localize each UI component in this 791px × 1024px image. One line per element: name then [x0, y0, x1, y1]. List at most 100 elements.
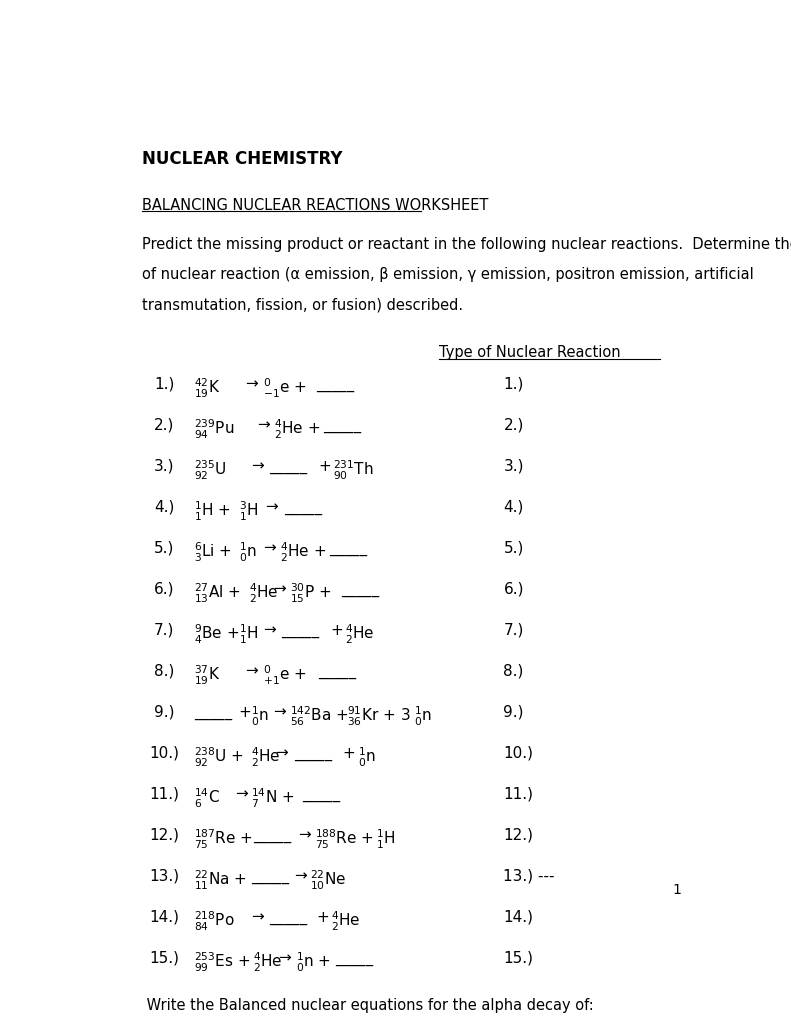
- Text: _____: _____: [329, 541, 367, 556]
- Text: 3 $^{1}_{0}$n: 3 $^{1}_{0}$n: [400, 705, 433, 728]
- Text: NUCLEAR CHEMISTRY: NUCLEAR CHEMISTRY: [142, 151, 343, 169]
- Text: _____: _____: [253, 827, 291, 843]
- Text: $^{188}_{75}$Re +: $^{188}_{75}$Re +: [315, 827, 373, 851]
- Text: $^{238}_{92}$U +: $^{238}_{92}$U +: [194, 745, 244, 769]
- Text: +: +: [343, 745, 356, 761]
- Text: +: +: [331, 623, 343, 638]
- Text: $^{253}_{99}$Es +: $^{253}_{99}$Es +: [194, 950, 251, 974]
- Text: $^{3}_{1}$H: $^{3}_{1}$H: [239, 500, 258, 523]
- Text: +: +: [318, 459, 331, 474]
- Text: 13.): 13.): [149, 868, 180, 884]
- Text: $^{4}_{2}$He +: $^{4}_{2}$He +: [280, 541, 326, 564]
- Text: 15.): 15.): [504, 950, 533, 966]
- Text: $^{218}_{84}$Po: $^{218}_{84}$Po: [194, 909, 235, 933]
- Text: 15.): 15.): [149, 950, 179, 966]
- Text: _____: _____: [323, 418, 361, 433]
- Text: 2.): 2.): [154, 418, 175, 433]
- Text: $^{37}_{19}$K: $^{37}_{19}$K: [194, 664, 221, 687]
- Text: Type of Nuclear Reaction: Type of Nuclear Reaction: [439, 345, 621, 360]
- Text: 11.): 11.): [149, 786, 179, 802]
- Text: $^{1}_{1}$H +: $^{1}_{1}$H +: [194, 500, 231, 523]
- Text: 3.): 3.): [154, 459, 175, 474]
- Text: +: +: [239, 705, 252, 720]
- Text: transmutation, fission, or fusion) described.: transmutation, fission, or fusion) descr…: [142, 297, 463, 312]
- Text: $^{235}_{92}$U: $^{235}_{92}$U: [194, 459, 227, 482]
- Text: $^{4}_{2}$He +: $^{4}_{2}$He +: [274, 418, 320, 441]
- Text: $^{4}_{2}$He: $^{4}_{2}$He: [253, 950, 283, 974]
- Text: 11.): 11.): [504, 786, 533, 802]
- Text: →: →: [298, 827, 311, 843]
- Text: $^{1}_{0}$n: $^{1}_{0}$n: [239, 541, 256, 564]
- Text: $^{91}_{36}$Kr +: $^{91}_{36}$Kr +: [347, 705, 396, 728]
- Text: _____: _____: [335, 950, 373, 966]
- Text: 1.): 1.): [154, 377, 175, 392]
- Text: →: →: [278, 950, 290, 966]
- Text: +: +: [316, 909, 329, 925]
- Text: 6.): 6.): [504, 582, 524, 597]
- Text: 6.): 6.): [154, 582, 175, 597]
- Text: $^{231}_{90}$Th: $^{231}_{90}$Th: [333, 459, 373, 482]
- Text: $^{4}_{2}$He: $^{4}_{2}$He: [346, 623, 375, 646]
- Text: 10.): 10.): [149, 745, 179, 761]
- Text: $^{1}_{0}$n +: $^{1}_{0}$n +: [297, 950, 331, 974]
- Text: →: →: [244, 664, 258, 679]
- Text: _____: _____: [269, 909, 308, 925]
- Text: $^{1}_{1}$H: $^{1}_{1}$H: [376, 827, 396, 851]
- Text: →: →: [244, 377, 258, 392]
- Text: $^{14}_{7}$N +: $^{14}_{7}$N +: [251, 786, 294, 810]
- Text: BALANCING NUCLEAR REACTIONS WORKSHEET: BALANCING NUCLEAR REACTIONS WORKSHEET: [142, 198, 488, 213]
- Text: 9.): 9.): [504, 705, 524, 720]
- Text: Write the Balanced nuclear equations for the alpha decay of:: Write the Balanced nuclear equations for…: [142, 998, 593, 1013]
- Text: →: →: [263, 541, 276, 556]
- Text: $^{1}_{0}$n: $^{1}_{0}$n: [251, 705, 269, 728]
- Text: →: →: [263, 623, 276, 638]
- Text: of nuclear reaction (α emission, β emission, γ emission, positron emission, arti: of nuclear reaction (α emission, β emiss…: [142, 267, 754, 283]
- Text: _____: _____: [316, 377, 354, 392]
- Text: 1: 1: [672, 883, 681, 897]
- Text: $^{30}_{15}$P +: $^{30}_{15}$P +: [290, 582, 331, 605]
- Text: $^{9}_{4}$Be +: $^{9}_{4}$Be +: [194, 623, 239, 646]
- Text: $^{4}_{2}$He: $^{4}_{2}$He: [251, 745, 280, 769]
- Text: →: →: [274, 705, 286, 720]
- Text: 12.): 12.): [504, 827, 533, 843]
- Text: 7.): 7.): [154, 623, 175, 638]
- Text: 14.): 14.): [504, 909, 533, 925]
- Text: 5.): 5.): [154, 541, 175, 556]
- Text: $^{4}_{2}$He: $^{4}_{2}$He: [249, 582, 278, 605]
- Text: 13.) ---: 13.) ---: [504, 868, 555, 884]
- Text: 2.): 2.): [504, 418, 524, 433]
- Text: $^{239}_{94}$Pu: $^{239}_{94}$Pu: [194, 418, 234, 441]
- Text: →: →: [235, 786, 248, 802]
- Text: $^{142}_{56}$Ba +: $^{142}_{56}$Ba +: [290, 705, 349, 728]
- Text: _____: _____: [293, 745, 332, 761]
- Text: 8.): 8.): [154, 664, 175, 679]
- Text: →: →: [274, 582, 286, 597]
- Text: 4.): 4.): [504, 500, 524, 515]
- Text: 8.): 8.): [504, 664, 524, 679]
- Text: →: →: [275, 745, 288, 761]
- Text: 1.): 1.): [504, 377, 524, 392]
- Text: _____: _____: [284, 500, 322, 515]
- Text: $^{14}_{6}$C: $^{14}_{6}$C: [194, 786, 220, 810]
- Text: →: →: [266, 500, 278, 515]
- Text: $^{4}_{2}$He: $^{4}_{2}$He: [331, 909, 360, 933]
- Text: 9.): 9.): [154, 705, 175, 720]
- Text: →: →: [251, 459, 263, 474]
- Text: 5.): 5.): [504, 541, 524, 556]
- Text: →: →: [293, 868, 307, 884]
- Text: _____: _____: [251, 868, 289, 884]
- Text: _____: _____: [282, 623, 320, 638]
- Text: →: →: [257, 418, 270, 433]
- Text: _____: _____: [194, 705, 232, 720]
- Text: _____: _____: [341, 582, 379, 597]
- Text: 7.): 7.): [504, 623, 524, 638]
- Text: _____: _____: [302, 786, 340, 802]
- Text: _____: _____: [318, 664, 357, 679]
- Text: $^{187}_{75}$Re +: $^{187}_{75}$Re +: [194, 827, 253, 851]
- Text: 3.): 3.): [504, 459, 524, 474]
- Text: 14.): 14.): [149, 909, 179, 925]
- Text: 12.): 12.): [149, 827, 179, 843]
- Text: $^{6}_{3}$Li +: $^{6}_{3}$Li +: [194, 541, 232, 564]
- Text: $^{22}_{10}$Ne: $^{22}_{10}$Ne: [310, 868, 346, 892]
- Text: 4.): 4.): [154, 500, 175, 515]
